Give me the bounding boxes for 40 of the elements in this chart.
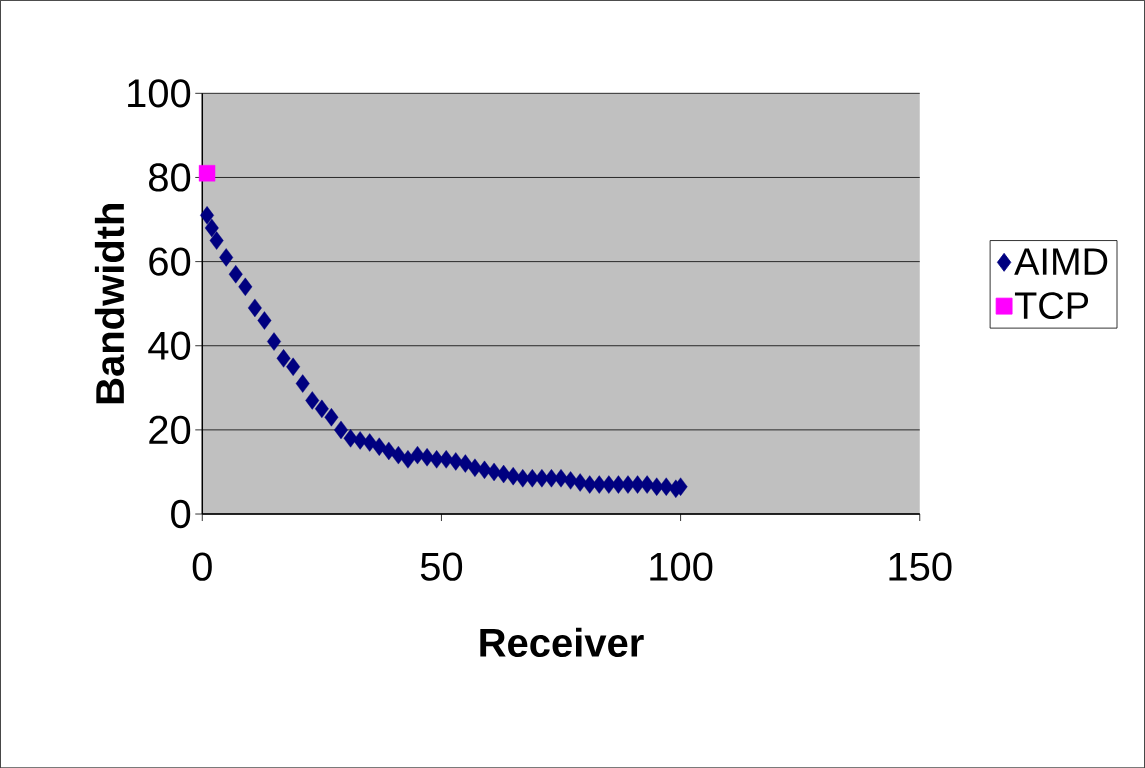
- point: [305, 391, 320, 410]
- point: [198, 164, 216, 182]
- point: [238, 277, 253, 296]
- point: [219, 248, 234, 267]
- y-tick-label: 40: [148, 331, 191, 360]
- y-tick-label: 80: [149, 163, 191, 192]
- point: [343, 428, 358, 448]
- point: [276, 349, 291, 368]
- point: [372, 437, 387, 456]
- x-tick-label: 50: [420, 552, 463, 581]
- point: [334, 420, 348, 439]
- point: [563, 471, 578, 490]
- point: [458, 454, 473, 473]
- point: [228, 264, 243, 284]
- point: [314, 399, 329, 418]
- point: [286, 357, 301, 376]
- y-tick-label: 0: [171, 499, 191, 529]
- x-axis-title: Receiver: [480, 627, 644, 657]
- point: [362, 433, 377, 452]
- legend-label: TCP: [1014, 292, 1089, 319]
- x-tick-label: 150: [889, 552, 952, 581]
- y-tick-label: 100: [128, 79, 191, 108]
- point: [209, 231, 224, 250]
- point: [381, 441, 396, 460]
- x-tick-label: 100: [650, 552, 713, 581]
- y-axis-title: Bandwidth: [94, 203, 125, 404]
- point: [410, 445, 425, 465]
- y-tick-label: 20: [149, 415, 191, 444]
- point: [267, 332, 281, 351]
- point: [295, 374, 310, 393]
- y-tick-label: 60: [149, 247, 191, 276]
- point: [247, 298, 262, 317]
- point: [324, 407, 339, 427]
- point: [257, 311, 272, 330]
- point: [204, 218, 219, 238]
- point: [391, 445, 406, 465]
- legend-label: AIMD: [1014, 248, 1108, 275]
- point: [200, 206, 214, 225]
- point: [477, 460, 492, 479]
- x-tick-label: 0: [192, 552, 212, 581]
